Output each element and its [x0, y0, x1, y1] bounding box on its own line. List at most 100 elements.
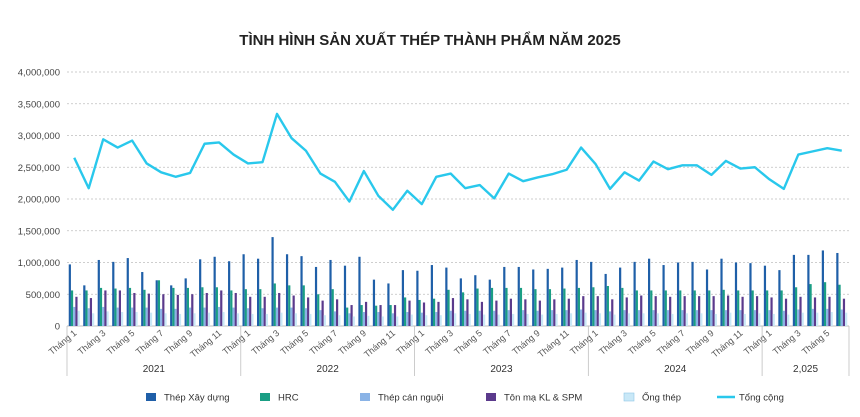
- bar: [358, 256, 361, 326]
- bar: [705, 269, 709, 326]
- bar: [230, 290, 233, 326]
- bar: [184, 278, 187, 327]
- bar: [348, 313, 351, 326]
- bar: [619, 267, 622, 326]
- bar: [278, 292, 281, 326]
- bar: [509, 298, 512, 326]
- bar: [830, 312, 833, 326]
- bar: [410, 314, 413, 326]
- bar: [389, 305, 392, 326]
- bar: [483, 314, 486, 326]
- bar: [596, 296, 599, 326]
- legend-label: HRC: [278, 393, 299, 404]
- legend: Thép Xây dựng HRC Thép cán nguội Tôn mạ KL …: [146, 392, 784, 404]
- bar: [331, 289, 334, 326]
- bar: [828, 296, 831, 326]
- bar: [99, 287, 103, 326]
- bar: [461, 292, 465, 326]
- bar: [300, 256, 303, 326]
- bar: [464, 310, 467, 326]
- bar: [114, 288, 117, 326]
- bar: [193, 313, 196, 326]
- bar: [155, 280, 158, 326]
- bar: [307, 297, 310, 326]
- bar: [466, 299, 469, 326]
- total-line: [73, 112, 842, 212]
- bar: [97, 259, 100, 326]
- bar: [447, 289, 450, 326]
- bar: [323, 315, 326, 326]
- x-tick-label: Tháng 3: [597, 328, 629, 357]
- bar: [321, 300, 324, 326]
- bar: [505, 287, 508, 326]
- bar: [445, 267, 448, 326]
- x-tick-label: Tháng 3: [76, 328, 108, 357]
- bar: [575, 259, 578, 326]
- bar: [164, 313, 167, 326]
- bar: [131, 307, 134, 326]
- bar: [782, 310, 785, 326]
- bar: [228, 261, 231, 326]
- x-tick-label: Tháng 5: [105, 328, 137, 357]
- bar: [437, 301, 440, 326]
- bar: [174, 308, 177, 326]
- bar: [722, 289, 725, 326]
- bar: [563, 288, 566, 326]
- total-line-layer: [73, 112, 842, 212]
- bar: [391, 313, 394, 326]
- bar: [548, 289, 552, 326]
- bar: [650, 290, 653, 326]
- year-label: 2,025: [793, 364, 818, 375]
- bar: [346, 307, 349, 326]
- bar: [188, 307, 192, 326]
- bar: [714, 313, 717, 326]
- y-tick-label: 1,000,000: [18, 258, 60, 269]
- bar: [352, 316, 355, 326]
- bar: [367, 315, 370, 326]
- year-label: 2024: [664, 364, 687, 375]
- bar: [474, 275, 477, 326]
- bar: [201, 287, 204, 326]
- legend-label: Ống thép: [642, 392, 681, 404]
- bar: [579, 309, 583, 326]
- bar: [590, 261, 593, 326]
- bar: [691, 261, 694, 326]
- x-tick-label: Tháng 11: [710, 328, 745, 360]
- bar: [490, 287, 494, 326]
- bar: [654, 296, 657, 326]
- x-tick-label: Tháng 3: [250, 328, 282, 357]
- bar: [157, 280, 161, 326]
- bar: [729, 312, 732, 326]
- bar: [336, 299, 339, 326]
- bar: [546, 268, 549, 326]
- bar: [480, 301, 484, 326]
- bar: [524, 299, 527, 326]
- bar: [664, 290, 667, 326]
- bar: [406, 312, 409, 326]
- bar: [178, 313, 182, 326]
- x-tick-label: Tháng 1: [394, 328, 426, 357]
- bar: [251, 313, 254, 326]
- bar: [377, 312, 380, 326]
- bar: [416, 270, 419, 326]
- bar: [451, 298, 455, 326]
- bar: [343, 265, 347, 326]
- bar: [160, 308, 163, 326]
- bar: [625, 297, 628, 326]
- bar: [737, 290, 740, 326]
- bar-marks: [68, 237, 848, 327]
- bar: [68, 264, 71, 326]
- bar: [362, 312, 365, 326]
- bar: [186, 287, 189, 326]
- x-tick-label: Tháng 3: [423, 328, 455, 357]
- bar: [302, 285, 305, 326]
- bar: [584, 312, 587, 326]
- bar: [338, 315, 341, 326]
- bar: [126, 258, 129, 326]
- bar: [112, 261, 115, 326]
- bar: [801, 312, 804, 326]
- bar: [842, 298, 846, 326]
- bar: [430, 265, 433, 326]
- bar: [170, 285, 173, 326]
